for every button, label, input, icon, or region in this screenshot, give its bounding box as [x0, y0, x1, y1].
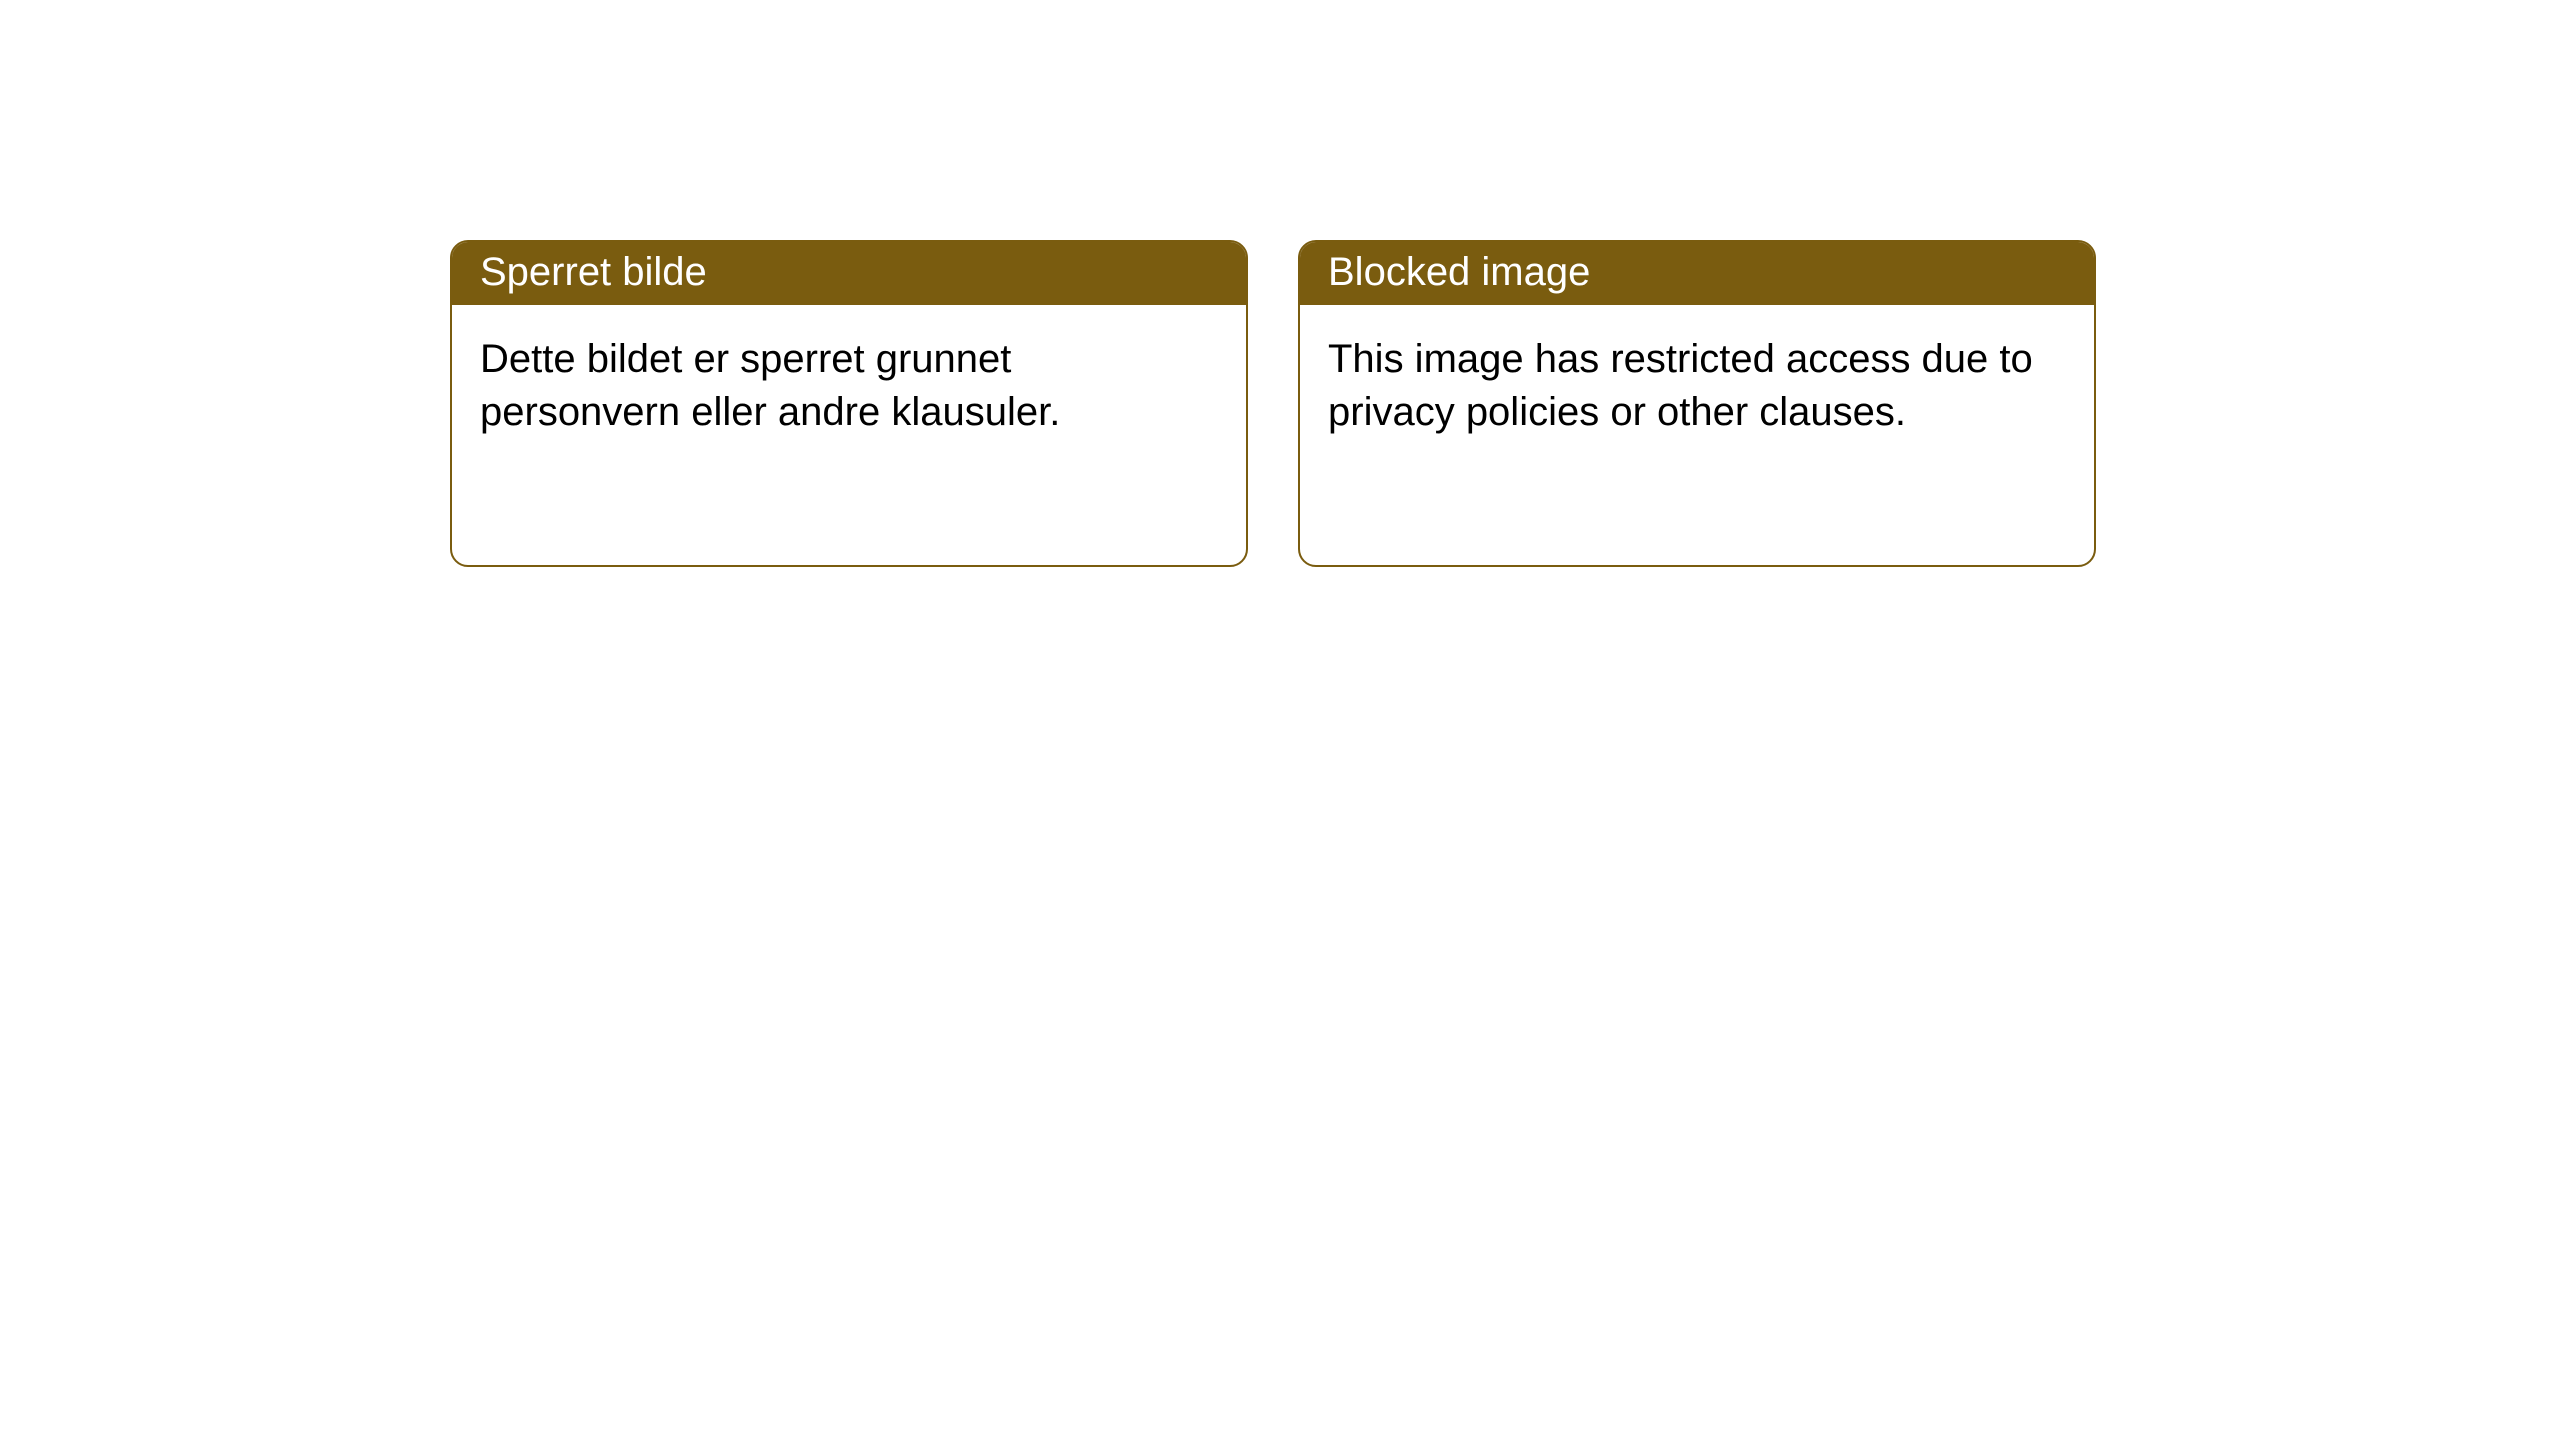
notice-card-english: Blocked image This image has restricted …	[1298, 240, 2096, 567]
notice-container: Sperret bilde Dette bildet er sperret gr…	[450, 240, 2096, 567]
notice-body: This image has restricted access due to …	[1300, 305, 2094, 565]
notice-card-norwegian: Sperret bilde Dette bildet er sperret gr…	[450, 240, 1248, 567]
notice-body: Dette bildet er sperret grunnet personve…	[452, 305, 1246, 565]
notice-header: Sperret bilde	[452, 242, 1246, 305]
notice-header: Blocked image	[1300, 242, 2094, 305]
